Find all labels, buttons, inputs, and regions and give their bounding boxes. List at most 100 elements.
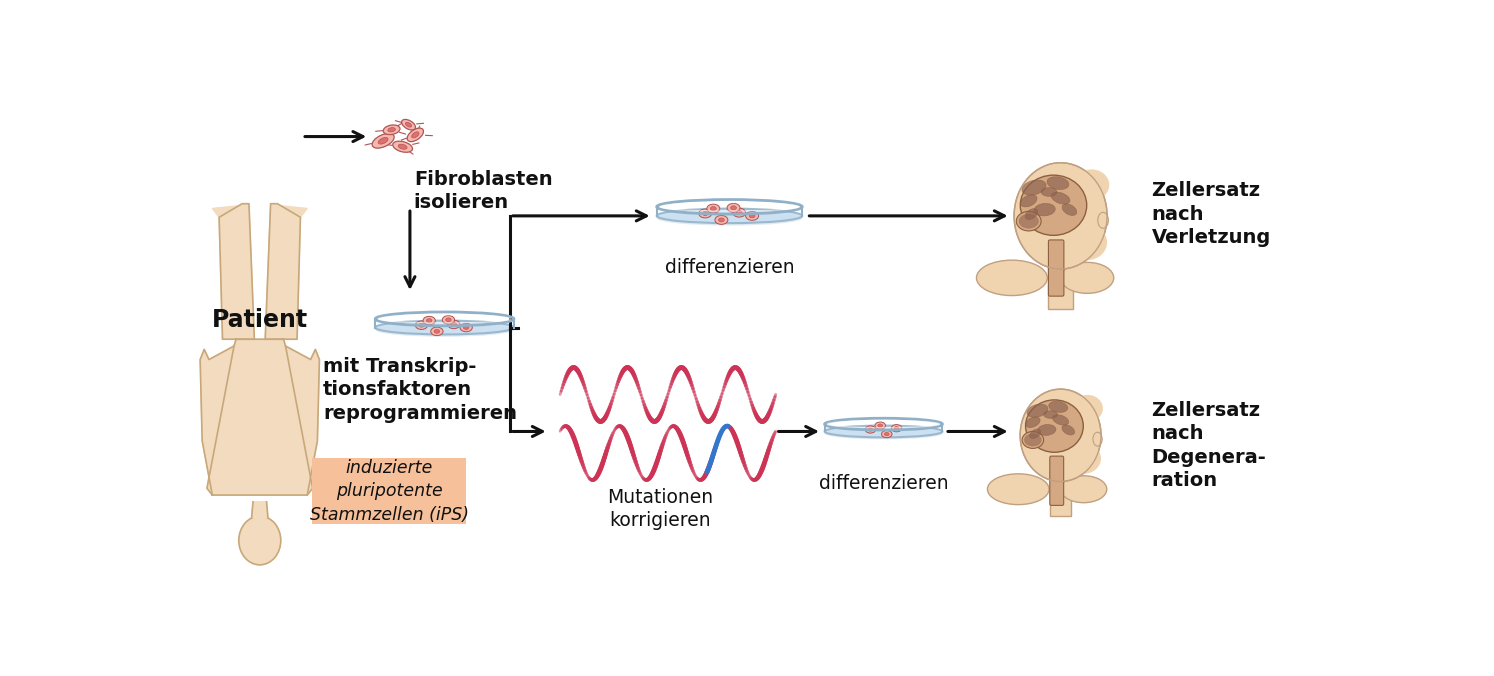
Ellipse shape [415,321,427,329]
Ellipse shape [1025,417,1040,427]
Ellipse shape [378,137,388,144]
Polygon shape [285,346,320,495]
Polygon shape [212,203,249,217]
Ellipse shape [875,422,886,429]
Ellipse shape [1020,195,1037,207]
Ellipse shape [699,209,711,218]
Ellipse shape [737,211,743,215]
FancyBboxPatch shape [312,458,466,524]
Ellipse shape [1025,209,1038,220]
Ellipse shape [1044,411,1058,418]
Ellipse shape [1022,431,1044,448]
Text: Mutationen
korrigieren: Mutationen korrigieren [607,487,713,530]
Ellipse shape [878,424,883,427]
Ellipse shape [1034,203,1055,216]
Ellipse shape [1020,175,1086,235]
Ellipse shape [1016,212,1041,231]
Ellipse shape [1020,389,1101,481]
Ellipse shape [825,426,943,437]
Ellipse shape [1067,443,1101,474]
Ellipse shape [657,209,802,223]
Ellipse shape [657,211,802,226]
Ellipse shape [445,318,451,322]
Polygon shape [220,203,254,339]
Polygon shape [270,203,308,217]
FancyBboxPatch shape [1050,478,1071,516]
Polygon shape [251,502,267,517]
Polygon shape [208,339,312,495]
Ellipse shape [442,316,454,324]
Ellipse shape [1052,414,1068,425]
Ellipse shape [1052,192,1070,204]
Ellipse shape [865,426,875,433]
Ellipse shape [1026,404,1047,417]
Ellipse shape [418,323,424,327]
Text: Zellersatz
nach
Verletzung: Zellersatz nach Verletzung [1152,181,1271,247]
Ellipse shape [405,122,412,127]
Ellipse shape [463,326,469,329]
Ellipse shape [825,427,943,439]
Polygon shape [200,346,235,495]
Ellipse shape [748,214,754,218]
Ellipse shape [1047,176,1068,189]
Ellipse shape [1061,476,1107,503]
Ellipse shape [1022,180,1046,195]
Ellipse shape [1073,395,1103,422]
Ellipse shape [412,132,418,138]
Ellipse shape [702,212,708,216]
Ellipse shape [372,133,394,148]
Ellipse shape [707,204,720,213]
Ellipse shape [451,322,457,327]
Ellipse shape [430,327,444,335]
Polygon shape [266,203,300,339]
Ellipse shape [884,433,889,436]
Ellipse shape [1062,204,1077,216]
Text: Zellersatz
nach
Degenera-
ration: Zellersatz nach Degenera- ration [1152,401,1267,490]
Ellipse shape [408,128,423,142]
Ellipse shape [1061,262,1113,293]
Ellipse shape [732,208,746,217]
FancyBboxPatch shape [1050,456,1064,506]
Ellipse shape [239,516,281,565]
Ellipse shape [460,323,472,332]
Text: Fibroblasten
isolieren: Fibroblasten isolieren [414,170,553,212]
Ellipse shape [1074,170,1109,200]
Ellipse shape [375,323,514,337]
Text: differenzieren: differenzieren [819,474,949,493]
FancyBboxPatch shape [1049,264,1073,309]
Ellipse shape [1041,187,1058,197]
Ellipse shape [1067,224,1107,260]
Ellipse shape [711,207,716,211]
Ellipse shape [1098,212,1109,228]
Text: differenzieren: differenzieren [665,258,795,277]
Ellipse shape [402,120,415,130]
Ellipse shape [1049,402,1068,412]
Ellipse shape [384,125,400,135]
Ellipse shape [375,320,514,335]
Ellipse shape [388,128,396,132]
Ellipse shape [426,318,432,322]
Ellipse shape [1062,425,1074,435]
Text: Patient: Patient [212,308,308,332]
Ellipse shape [716,216,728,224]
Ellipse shape [423,316,435,325]
Ellipse shape [435,329,439,333]
Ellipse shape [1025,434,1041,446]
Text: induzierte
pluripotente
Stammzellen (iPS): induzierte pluripotente Stammzellen (iPS… [309,458,469,524]
Ellipse shape [719,218,725,222]
Text: mit Transkrip-
tionsfaktoren
reprogrammieren: mit Transkrip- tionsfaktoren reprogrammi… [323,357,517,422]
Ellipse shape [746,212,759,220]
Ellipse shape [892,425,902,432]
FancyBboxPatch shape [1049,240,1064,296]
Ellipse shape [895,427,899,430]
Ellipse shape [399,144,406,149]
Ellipse shape [728,203,740,212]
Ellipse shape [1037,425,1056,435]
Ellipse shape [731,206,737,210]
Ellipse shape [1025,400,1083,452]
Ellipse shape [393,141,412,152]
Ellipse shape [1094,432,1103,446]
Ellipse shape [881,431,892,437]
Ellipse shape [448,320,460,329]
Ellipse shape [1019,214,1038,228]
